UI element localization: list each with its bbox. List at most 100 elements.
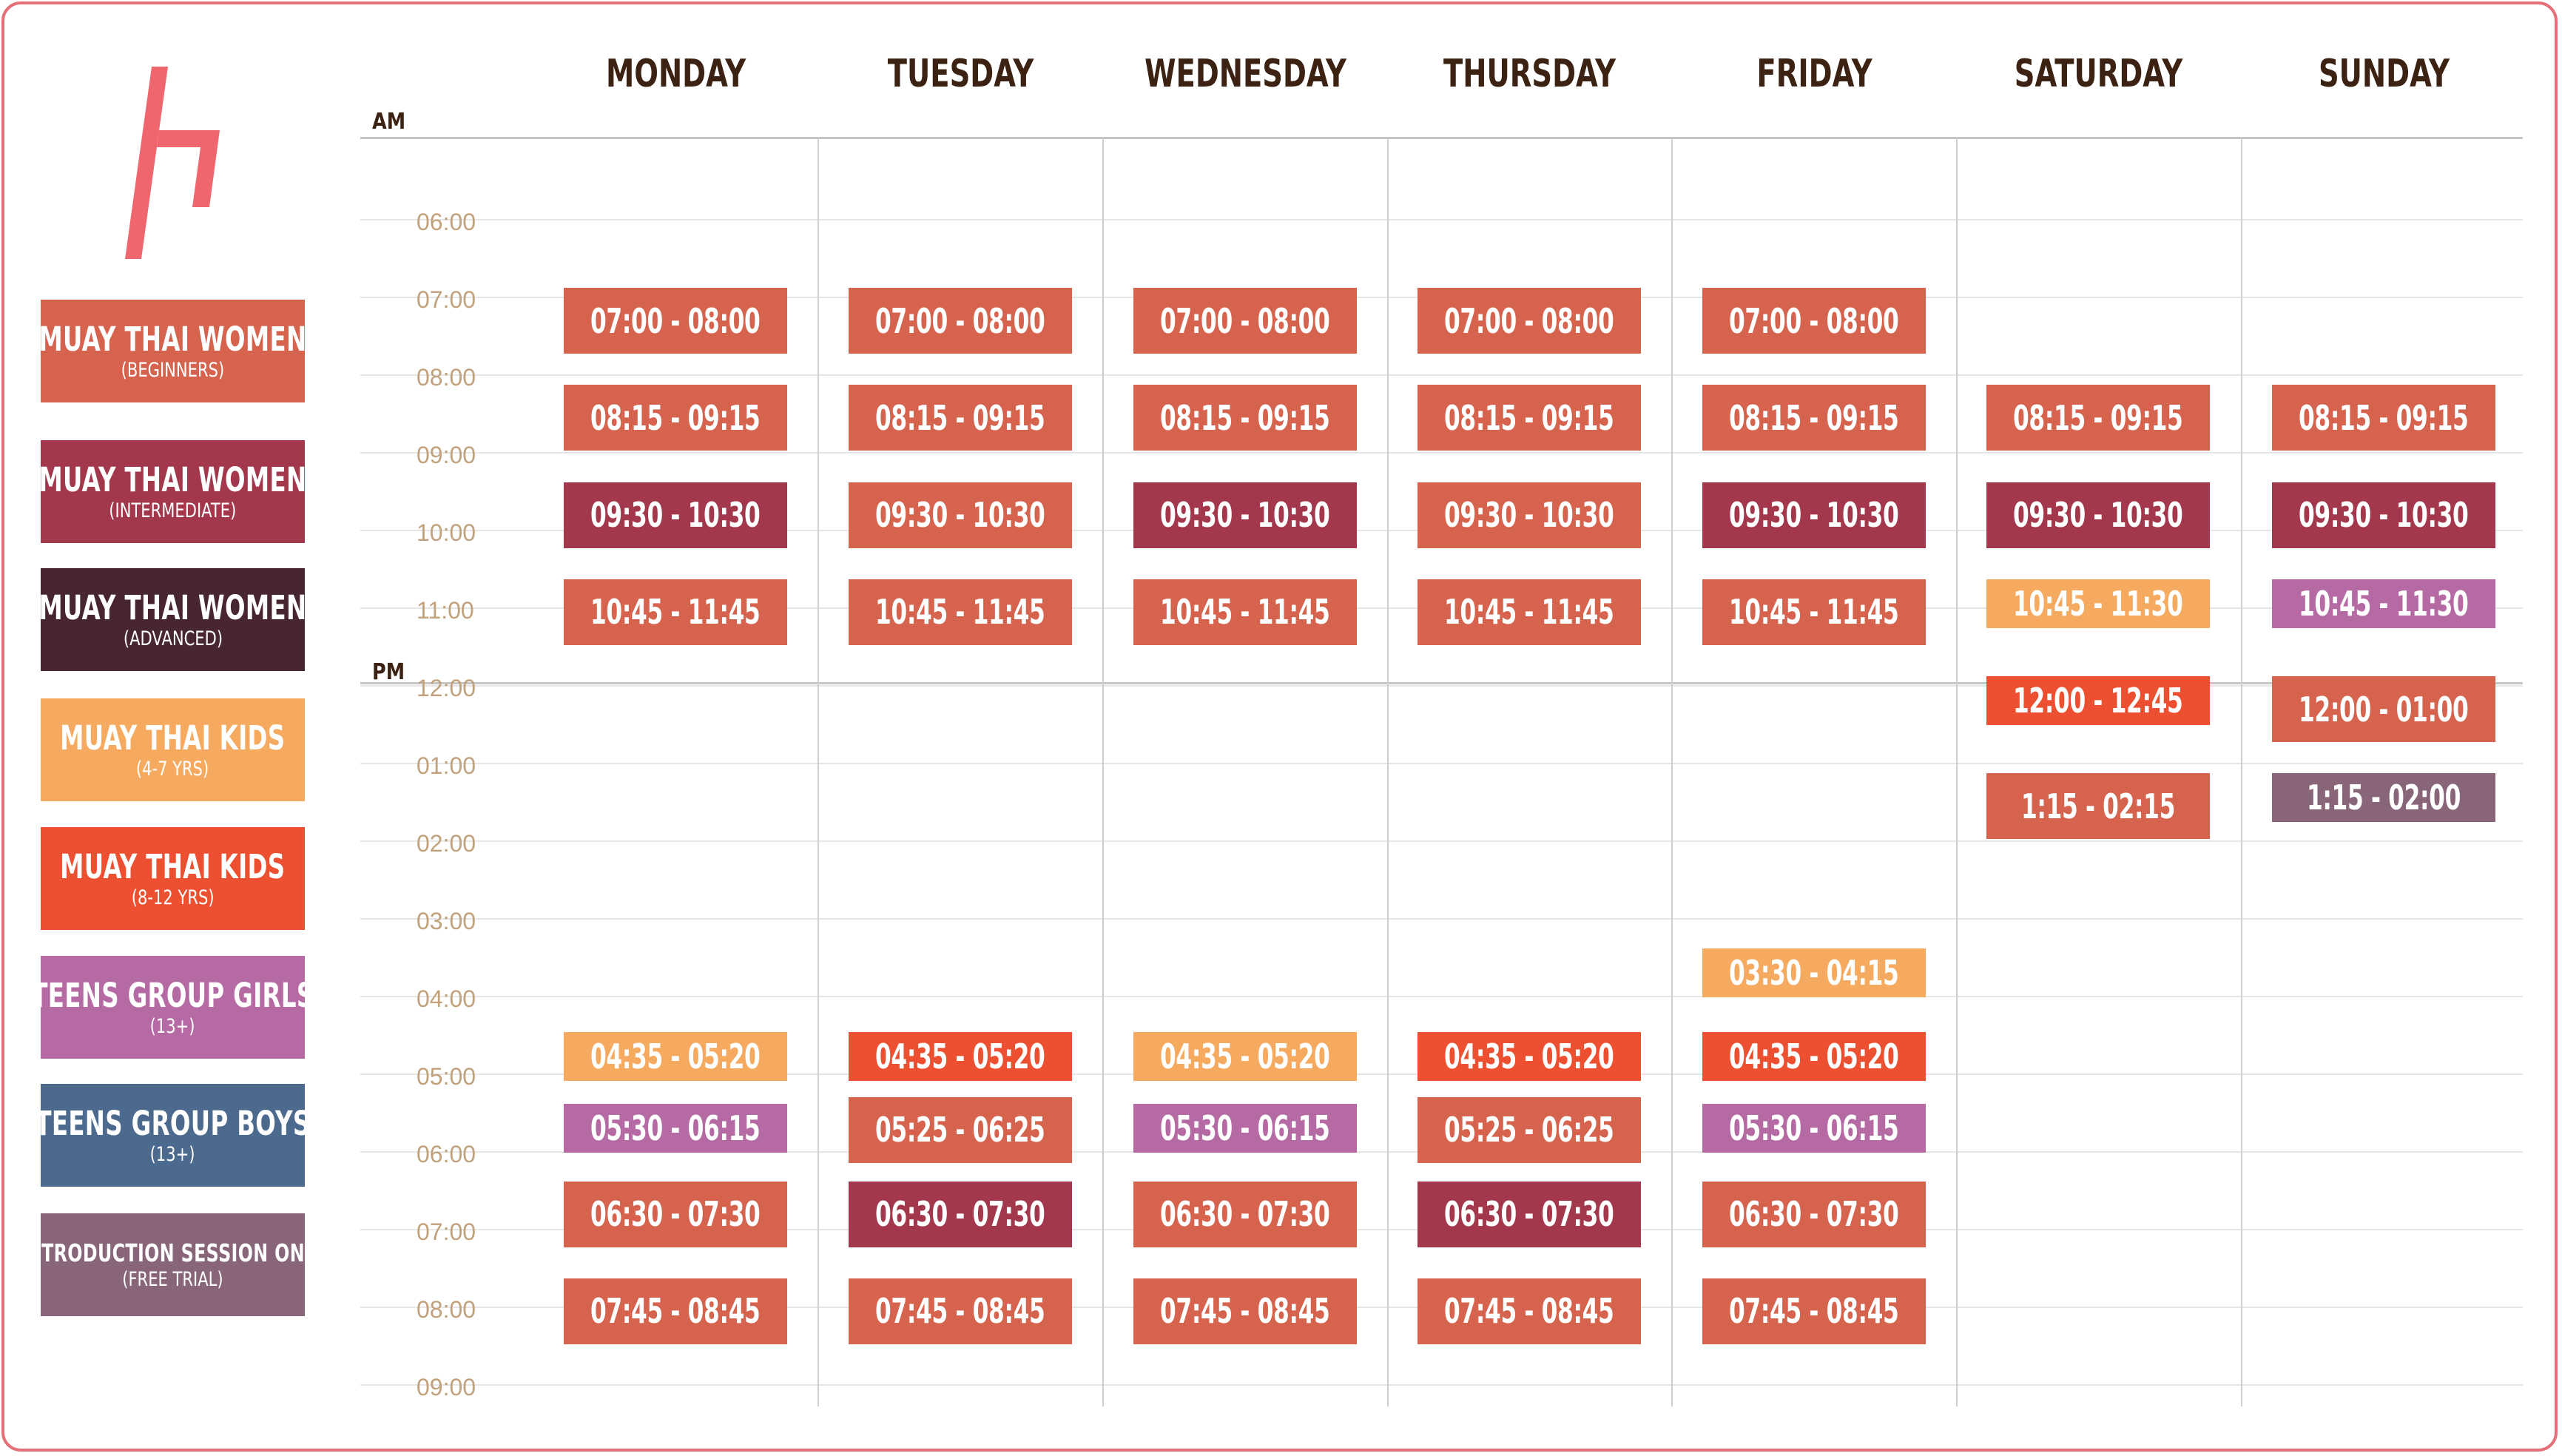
time-label: 08:00 (417, 1296, 476, 1323)
class-block-women-beginners[interactable]: 07:00 - 08:00 (564, 288, 787, 354)
time-label: 09:00 (417, 1374, 476, 1401)
class-block-teens-girls[interactable]: 05:30 - 06:15 (1133, 1103, 1357, 1153)
class-time-label: 07:00 - 08:00 (1160, 300, 1330, 341)
legend-title: TEENS GROUP BOYS (35, 1103, 311, 1143)
class-block-women-beginners[interactable]: 06:30 - 07:30 (1133, 1181, 1357, 1247)
day-header-saturday: SATURDAY (2014, 52, 2183, 96)
hour-gridline (360, 1384, 2523, 1386)
class-block-kids-4-7[interactable]: 04:35 - 05:20 (564, 1032, 787, 1082)
class-block-kids-8-12[interactable]: 04:35 - 05:20 (1417, 1032, 1641, 1082)
class-block-women-beginners[interactable]: 07:00 - 08:00 (849, 288, 1072, 354)
class-block-kids-4-7[interactable]: 04:35 - 05:20 (1133, 1032, 1357, 1082)
class-block-women-intermediate[interactable]: 06:30 - 07:30 (849, 1181, 1072, 1247)
class-time-label: 09:30 - 10:30 (590, 495, 761, 535)
class-block-women-beginners[interactable]: 08:15 - 09:15 (849, 385, 1072, 451)
class-block-women-beginners[interactable]: 08:15 - 09:15 (1417, 385, 1641, 451)
class-block-women-beginners[interactable]: 09:30 - 10:30 (1417, 482, 1641, 548)
day-header-thursday: THURSDAY (1443, 52, 1616, 96)
legend-item-teens-girls: TEENS GROUP GIRLS (13+) (31, 956, 314, 1059)
class-time-label: 04:35 - 05:20 (590, 1037, 761, 1077)
class-block-women-beginners[interactable]: 06:30 - 07:30 (1702, 1181, 1926, 1247)
class-time-label: 06:30 - 07:30 (590, 1194, 761, 1234)
class-time-label: 08:15 - 09:15 (2013, 397, 2183, 438)
class-block-women-beginners[interactable]: 12:00 - 01:00 (2272, 676, 2495, 742)
class-time-label: 09:30 - 10:30 (1729, 495, 1899, 535)
class-block-intro[interactable]: 1:15 - 02:00 (2272, 773, 2495, 823)
legend-title: MUAY THAI WOMEN (38, 459, 307, 499)
hour-gridline (360, 996, 2523, 997)
class-block-women-intermediate[interactable]: 09:30 - 10:30 (1702, 482, 1926, 548)
legend-item-intro: INTRODUCTION SESSION ONLY (FREE TRIAL) (19, 1213, 326, 1316)
time-label: 03:00 (417, 908, 476, 934)
class-time-label: 06:30 - 07:30 (875, 1194, 1045, 1234)
class-block-women-beginners[interactable]: 07:45 - 08:45 (564, 1278, 787, 1344)
class-time-label: 05:25 - 06:25 (1444, 1110, 1614, 1150)
class-time-label: 05:30 - 06:15 (1729, 1108, 1899, 1148)
legend-item-women-advanced: MUAY THAI WOMEN (ADVANCED) (38, 568, 306, 671)
class-time-label: 12:00 - 12:45 (2013, 681, 2183, 721)
time-label: 09:00 (417, 442, 476, 468)
class-block-women-beginners[interactable]: 1:15 - 02:15 (1986, 773, 2210, 840)
day-column-divider (1387, 138, 1389, 1406)
class-block-kids-8-12[interactable]: 04:35 - 05:20 (849, 1032, 1072, 1082)
time-label: 02:00 (417, 830, 476, 857)
legend-subtitle: (ADVANCED) (123, 627, 223, 650)
class-block-women-beginners[interactable]: 08:15 - 09:15 (1986, 385, 2210, 451)
class-block-women-intermediate[interactable]: 09:30 - 10:30 (1986, 482, 2210, 548)
class-block-women-beginners[interactable]: 07:00 - 08:00 (1133, 288, 1357, 354)
class-block-women-beginners[interactable]: 10:45 - 11:45 (1133, 579, 1357, 645)
class-block-women-beginners[interactable]: 07:00 - 08:00 (1417, 288, 1641, 354)
period-divider (360, 137, 2523, 139)
hour-gridline (360, 219, 2523, 220)
class-block-women-beginners[interactable]: 10:45 - 11:45 (1417, 579, 1641, 645)
class-time-label: 06:30 - 07:30 (1444, 1194, 1614, 1234)
class-time-label: 07:45 - 08:45 (1444, 1291, 1614, 1332)
class-block-women-beginners[interactable]: 05:25 - 06:25 (849, 1096, 1072, 1163)
class-time-label: 12:00 - 01:00 (2299, 689, 2469, 729)
class-time-label: 08:15 - 09:15 (875, 397, 1045, 438)
class-block-women-beginners[interactable]: 07:45 - 08:45 (1417, 1278, 1641, 1344)
class-block-women-beginners[interactable]: 05:25 - 06:25 (1417, 1096, 1641, 1163)
class-time-label: 06:30 - 07:30 (1729, 1194, 1899, 1234)
legend-subtitle: (8-12 YRS) (131, 886, 215, 909)
class-time-label: 07:00 - 08:00 (590, 300, 761, 341)
class-block-teens-girls[interactable]: 10:45 - 11:30 (2272, 579, 2495, 628)
period-divider (360, 682, 2523, 684)
class-block-women-intermediate[interactable]: 09:30 - 10:30 (564, 482, 787, 548)
class-block-kids-4-7[interactable]: 03:30 - 04:15 (1702, 948, 1926, 997)
class-block-women-intermediate[interactable]: 09:30 - 10:30 (2272, 482, 2495, 548)
class-time-label: 03:30 - 04:15 (1729, 952, 1899, 993)
class-block-women-beginners[interactable]: 07:45 - 08:45 (1133, 1278, 1357, 1344)
class-block-kids-4-7[interactable]: 10:45 - 11:30 (1986, 579, 2210, 628)
class-block-women-beginners[interactable]: 08:15 - 09:15 (564, 385, 787, 451)
class-block-women-intermediate[interactable]: 06:30 - 07:30 (1417, 1181, 1641, 1247)
class-block-women-beginners[interactable]: 09:30 - 10:30 (849, 482, 1072, 548)
class-block-women-beginners[interactable]: 08:15 - 09:15 (1133, 385, 1357, 451)
class-time-label: 07:00 - 08:00 (1444, 300, 1614, 341)
class-block-women-beginners[interactable]: 08:15 - 09:15 (2272, 385, 2495, 451)
class-time-label: 07:00 - 08:00 (1729, 300, 1899, 341)
hour-gridline (360, 918, 2523, 920)
class-block-kids-8-12[interactable]: 12:00 - 12:45 (1986, 676, 2210, 725)
class-block-women-intermediate[interactable]: 09:30 - 10:30 (1133, 482, 1357, 548)
class-block-kids-8-12[interactable]: 04:35 - 05:20 (1702, 1032, 1926, 1082)
class-block-women-beginners[interactable]: 07:45 - 08:45 (849, 1278, 1072, 1344)
class-time-label: 09:30 - 10:30 (875, 495, 1045, 535)
class-time-label: 06:30 - 07:30 (1160, 1194, 1330, 1234)
class-block-women-beginners[interactable]: 08:15 - 09:15 (1702, 385, 1926, 451)
class-block-women-beginners[interactable]: 06:30 - 07:30 (564, 1181, 787, 1247)
hour-gridline (360, 840, 2523, 842)
logo-stroke-right (157, 130, 220, 207)
day-header-friday: FRIDAY (1756, 52, 1872, 96)
class-block-women-beginners[interactable]: 07:45 - 08:45 (1702, 1278, 1926, 1344)
class-block-women-beginners[interactable]: 10:45 - 11:45 (849, 579, 1072, 645)
legend-subtitle: (13+) (150, 1142, 195, 1166)
class-block-teens-girls[interactable]: 05:30 - 06:15 (1702, 1103, 1926, 1153)
class-time-label: 05:30 - 06:15 (1160, 1108, 1330, 1148)
class-time-label: 04:35 - 05:20 (1160, 1037, 1330, 1077)
hour-gridline (360, 685, 2523, 687)
class-block-women-beginners[interactable]: 10:45 - 11:45 (1702, 579, 1926, 645)
class-block-teens-girls[interactable]: 05:30 - 06:15 (564, 1103, 787, 1153)
class-block-women-beginners[interactable]: 07:00 - 08:00 (1702, 288, 1926, 354)
class-block-women-beginners[interactable]: 10:45 - 11:45 (564, 579, 787, 645)
